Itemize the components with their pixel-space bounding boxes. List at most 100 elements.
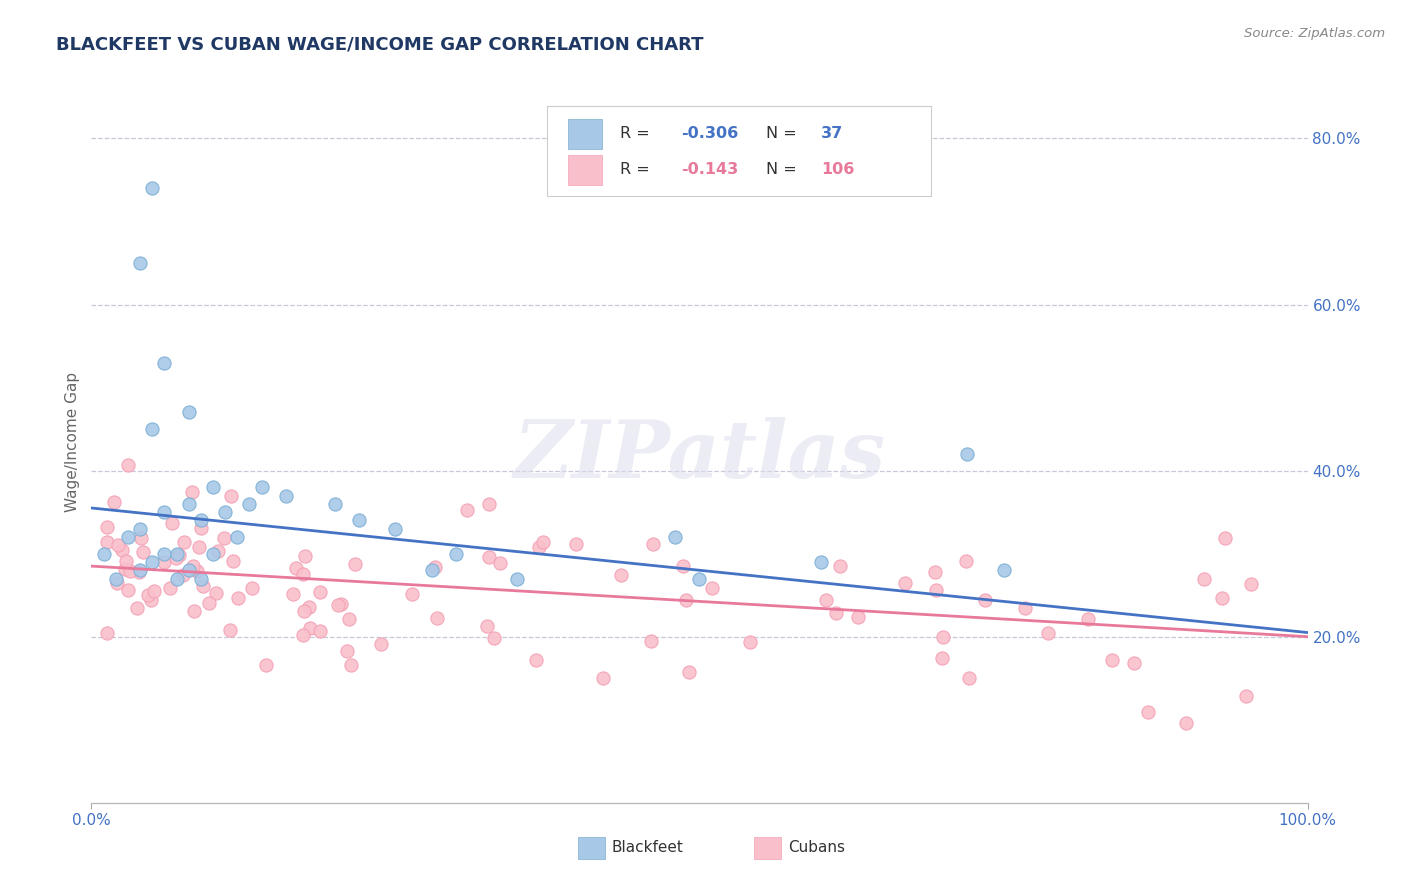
Point <box>420 563 443 577</box>
Point <box>828 558 851 573</box>
Point <box>166 547 188 561</box>
Point <box>198 596 221 610</box>
Point <box>181 485 204 500</box>
Text: -0.143: -0.143 <box>682 162 738 178</box>
Point <box>336 644 359 658</box>
Point <box>482 632 505 646</box>
Point <box>974 593 997 607</box>
Point <box>105 576 128 591</box>
Point <box>254 658 277 673</box>
Point <box>129 522 152 536</box>
Point <box>1122 657 1144 671</box>
Point <box>173 535 195 549</box>
Point <box>339 612 361 626</box>
Point <box>190 513 212 527</box>
Point <box>187 540 209 554</box>
Point <box>111 543 134 558</box>
Point <box>152 555 174 569</box>
Point <box>153 547 176 561</box>
Text: 37: 37 <box>821 127 844 141</box>
FancyBboxPatch shape <box>547 105 931 196</box>
Point <box>738 634 761 648</box>
Text: -0.306: -0.306 <box>682 127 738 141</box>
Text: N =: N = <box>766 127 803 141</box>
Point <box>291 567 314 582</box>
FancyBboxPatch shape <box>578 838 605 859</box>
Point <box>218 624 240 638</box>
Point <box>893 576 915 591</box>
Point <box>643 536 665 550</box>
Point <box>294 549 316 563</box>
Point <box>323 497 346 511</box>
Point <box>141 422 163 436</box>
Point <box>96 626 118 640</box>
Point <box>456 502 478 516</box>
Point <box>284 561 307 575</box>
Point <box>214 505 236 519</box>
Point <box>291 628 314 642</box>
Point <box>824 607 846 621</box>
Text: BLACKFEET VS CUBAN WAGE/INCOME GAP CORRELATION CHART: BLACKFEET VS CUBAN WAGE/INCOME GAP CORRE… <box>56 36 704 54</box>
Point <box>103 495 125 509</box>
Point <box>221 489 243 503</box>
Point <box>202 480 225 494</box>
Point <box>924 565 946 579</box>
Point <box>401 586 423 600</box>
Point <box>1077 612 1099 626</box>
Point <box>177 405 200 419</box>
Point <box>125 601 148 615</box>
FancyBboxPatch shape <box>568 119 602 149</box>
Point <box>925 582 948 597</box>
FancyBboxPatch shape <box>754 838 780 859</box>
Point <box>1014 600 1036 615</box>
Point <box>281 587 304 601</box>
Point <box>610 568 633 582</box>
Point <box>181 559 204 574</box>
Point <box>166 572 188 586</box>
Point <box>117 530 139 544</box>
Point <box>688 572 710 586</box>
Text: N =: N = <box>766 162 803 178</box>
Point <box>190 521 212 535</box>
Point <box>478 550 501 565</box>
Point <box>1101 652 1123 666</box>
Point <box>190 572 212 586</box>
Point <box>309 585 332 599</box>
Point <box>475 619 498 633</box>
Point <box>1240 577 1263 591</box>
Point <box>678 665 700 679</box>
Point <box>177 563 200 577</box>
Point <box>1038 626 1060 640</box>
Point <box>240 581 263 595</box>
Point <box>993 563 1015 577</box>
Point <box>347 513 370 527</box>
Point <box>177 497 200 511</box>
Point <box>846 609 869 624</box>
Point <box>193 579 215 593</box>
Text: Source: ZipAtlas.com: Source: ZipAtlas.com <box>1244 27 1385 40</box>
Point <box>478 497 501 511</box>
Text: R =: R = <box>620 127 655 141</box>
Point <box>205 586 228 600</box>
Point <box>1234 689 1257 703</box>
Point <box>664 530 686 544</box>
Point <box>309 624 332 638</box>
Point <box>506 572 529 586</box>
Point <box>202 547 225 561</box>
Point <box>932 631 955 645</box>
Point <box>274 489 297 503</box>
Point <box>672 558 695 573</box>
Point <box>117 582 139 597</box>
Point <box>159 582 181 596</box>
Point <box>957 671 980 685</box>
Point <box>96 520 118 534</box>
Point <box>956 447 979 461</box>
Point <box>107 538 129 552</box>
Y-axis label: Wage/Income Gap: Wage/Income Gap <box>65 371 80 512</box>
Point <box>640 634 662 648</box>
Point <box>131 531 153 545</box>
Point <box>527 541 550 555</box>
Point <box>1174 716 1197 731</box>
Point <box>143 583 166 598</box>
Point <box>172 568 194 582</box>
